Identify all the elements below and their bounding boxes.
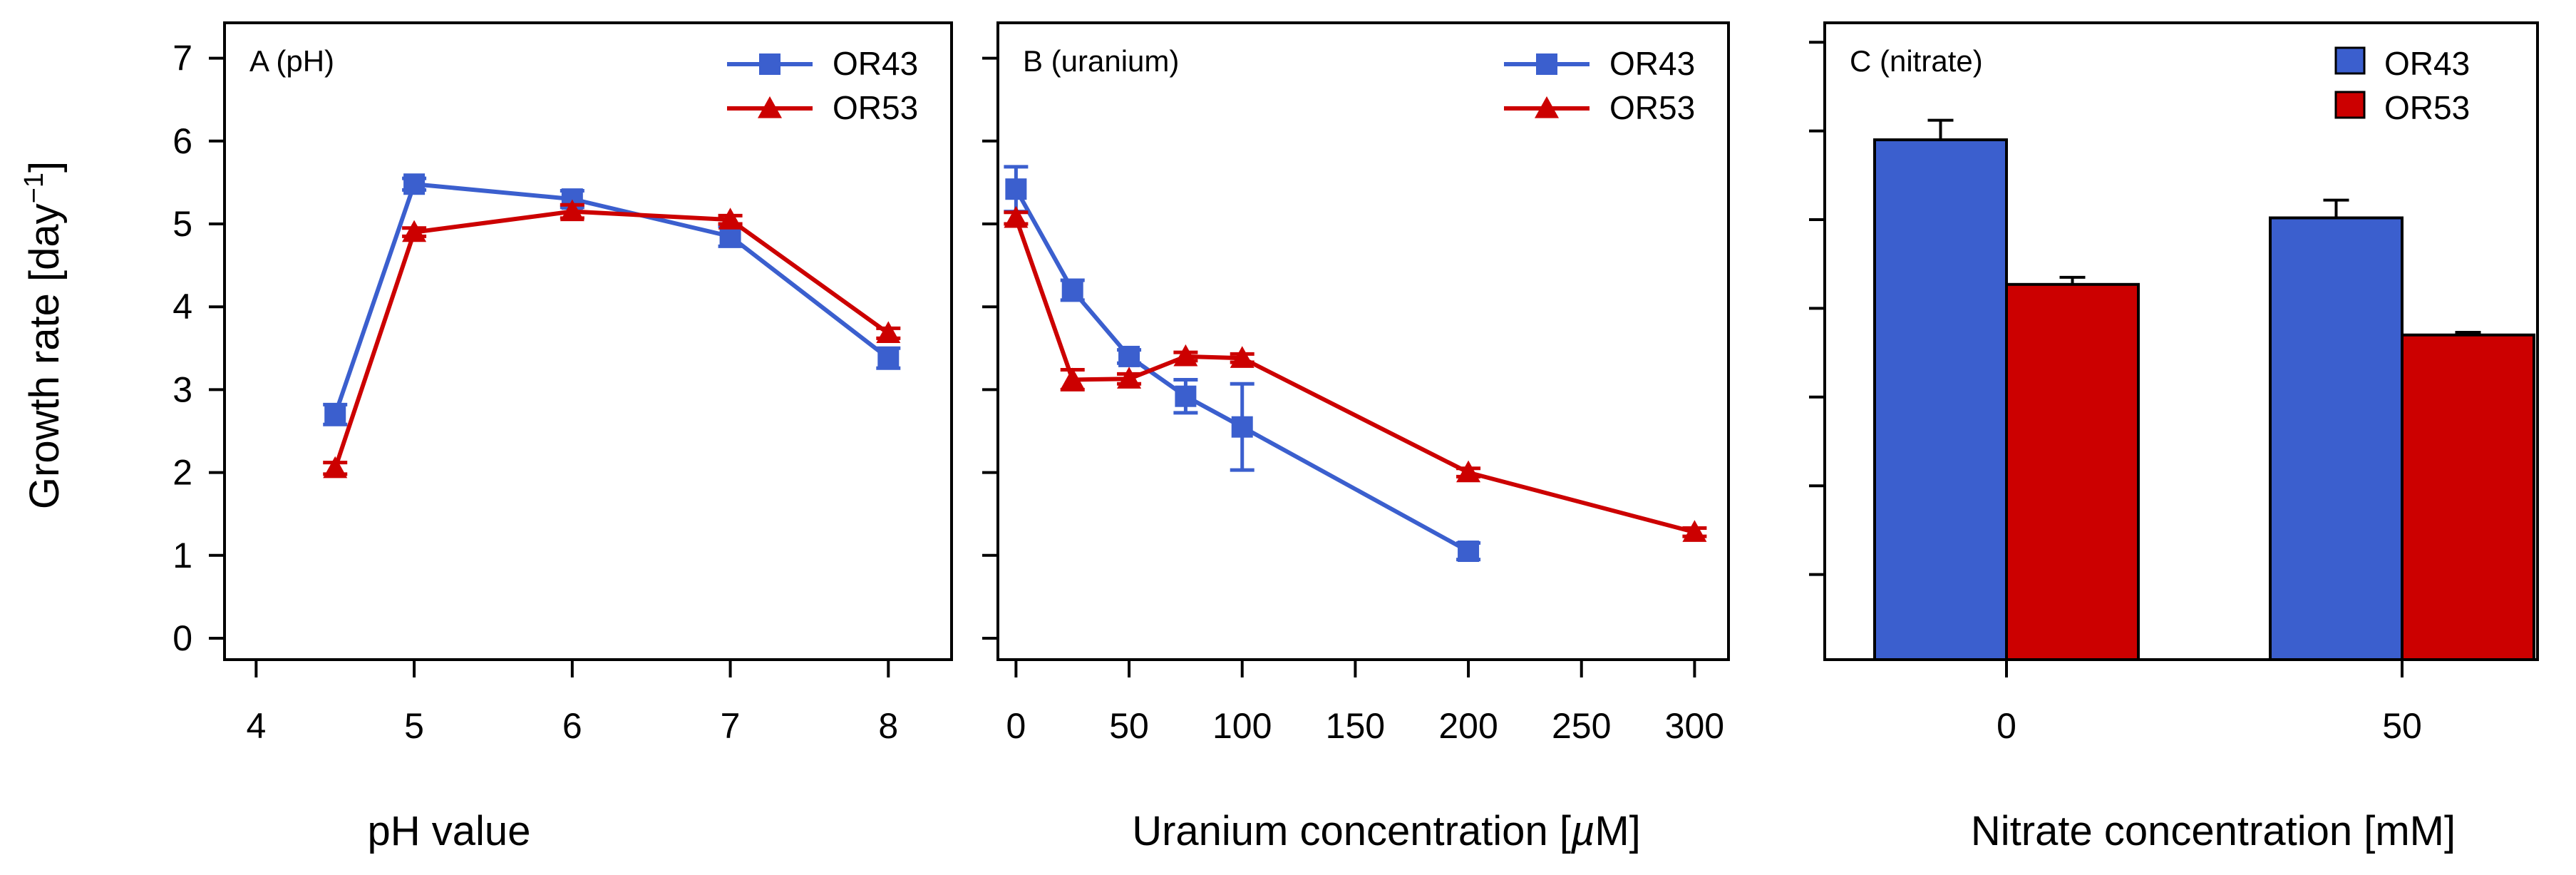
y-tick-label: 7: [172, 39, 192, 78]
legend-item-or43: OR43: [2334, 45, 2470, 82]
bar: [2269, 216, 2404, 661]
legend-item-or53: OR53: [1504, 89, 1695, 126]
y-axis-title-exponent: −1: [19, 173, 49, 203]
y-tick-label: 4: [172, 287, 192, 327]
y-tick-label: 2: [172, 453, 192, 493]
legend-label: OR43: [2384, 45, 2470, 82]
x-tick-label: 7: [721, 706, 741, 746]
panel-title: B (uranium): [1023, 44, 1179, 78]
legend-item-or43: OR43: [1504, 45, 1695, 82]
panel-title: C (nitrate): [1850, 44, 1983, 78]
data-point: [1175, 385, 1197, 407]
y-axis-title-close: ]: [21, 161, 68, 173]
series-or43: [323, 173, 901, 426]
series-or43: [1004, 165, 1481, 562]
y-tick-label: 5: [172, 204, 192, 244]
x-axis-title-uranium-suffix: M]: [1594, 808, 1640, 854]
y-tick-label: 6: [172, 121, 192, 161]
x-tick-label: 8: [878, 706, 898, 746]
data-point: [1682, 520, 1707, 542]
panel-1: 0 50 100 150 200 250 300 B (uranium) OR43 OR53: [982, 21, 1730, 746]
y-tick-label: 1: [172, 536, 192, 575]
bar-group-or43: [1873, 118, 2008, 662]
bar-group-or43: [2269, 198, 2404, 661]
data-point: [324, 404, 346, 426]
data-point: [1173, 344, 1198, 367]
bar: [2005, 282, 2140, 661]
data-point: [1230, 346, 1254, 368]
x-tick-label: 0: [1006, 706, 1026, 746]
legend-marker: [1536, 53, 1557, 75]
legend-marker: [1535, 96, 1559, 118]
bar-group-or53: [2401, 330, 2535, 661]
x-tick-label: 250: [1552, 706, 1611, 746]
legend-label: OR43: [1609, 45, 1695, 82]
data-point: [1004, 205, 1029, 228]
x-tick-label: 150: [1326, 706, 1385, 746]
x-tick-label: 0: [1997, 706, 2016, 746]
series-or53: [1004, 205, 1707, 542]
y-axis-title: Growth rate [day−1]: [19, 161, 68, 509]
data-point: [1005, 178, 1027, 200]
x-tick-label: 4: [246, 706, 266, 746]
data-point: [403, 173, 426, 195]
data-point: [877, 347, 900, 369]
bar: [2401, 333, 2535, 661]
x-tick-label: 5: [404, 706, 424, 746]
x-axis-title-ph: pH value: [368, 808, 531, 854]
data-point: [1117, 367, 1142, 389]
panel-title: A (pH): [249, 44, 334, 78]
data-point: [1118, 345, 1140, 367]
legend-marker: [758, 96, 782, 118]
legend-marker: [759, 53, 780, 75]
data-point: [1060, 367, 1085, 390]
x-tick-label: 50: [1109, 706, 1149, 746]
legend-swatch: [2334, 46, 2366, 75]
legend-label: OR53: [1609, 89, 1695, 126]
y-axis-title-main: Growth rate [day: [21, 203, 68, 509]
legend-item-or43: OR43: [727, 45, 918, 82]
legend-label: OR53: [2384, 89, 2470, 126]
bar-group-or53: [2005, 275, 2140, 661]
legend-label: OR53: [833, 89, 918, 126]
data-point: [402, 220, 427, 242]
x-axis-title-nitrate: Nitrate concentration [mM]: [1971, 808, 2456, 854]
x-tick-label: 50: [2382, 706, 2422, 746]
data-point: [1061, 279, 1083, 301]
data-point: [718, 208, 743, 230]
data-point: [560, 199, 584, 222]
x-tick-label: 300: [1665, 706, 1724, 746]
data-point: [1231, 416, 1253, 438]
series-line: [1014, 188, 1470, 553]
legend-item-or53: OR53: [2334, 89, 2470, 126]
panel-0: 0 1 2 3 4 5 6 7 4 5 6 7 8 A (pH) OR43 OR53: [172, 21, 953, 746]
x-axis-title-uranium-mu: µ: [1570, 808, 1594, 854]
x-axis-title-uranium: Uranium concentration [µM]: [1132, 808, 1641, 854]
y-tick-label: 0: [172, 618, 192, 658]
x-tick-label: 6: [562, 706, 582, 746]
panel-2: 0 50 C (nitrate) OR43 OR53: [1809, 21, 2539, 746]
series-line: [333, 182, 890, 416]
series-line: [333, 209, 890, 469]
data-point: [1458, 540, 1480, 562]
x-tick-label: 200: [1438, 706, 1498, 746]
legend-label: OR43: [833, 45, 918, 82]
bar: [1873, 138, 2008, 662]
legend-swatch: [2334, 91, 2366, 119]
x-axis-title-uranium-prefix: Uranium concentration [: [1132, 808, 1571, 854]
legend-item-or53: OR53: [727, 89, 918, 126]
data-point: [323, 456, 348, 479]
data-point: [1456, 460, 1481, 483]
series-or53: [323, 199, 901, 479]
y-tick-label: 3: [172, 369, 192, 409]
x-tick-label: 100: [1212, 706, 1272, 746]
data-point: [876, 321, 901, 343]
